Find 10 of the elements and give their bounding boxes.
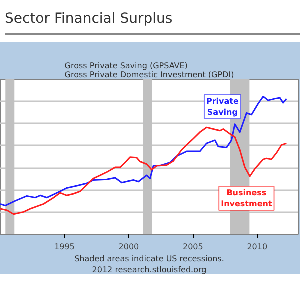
x-tick-label: 2010 bbox=[247, 242, 268, 252]
text: Business Investment bbox=[221, 188, 272, 208]
chart-title: Sector Financial Surplus bbox=[5, 10, 173, 29]
x-tick-label: 2000 bbox=[118, 242, 140, 252]
text: Shaded areas indicate US recessions. bbox=[74, 254, 224, 264]
x-tick-label: 2005 bbox=[182, 242, 204, 252]
series-label: Private Saving bbox=[206, 97, 240, 117]
text: 2012 research.stlouisfed.org bbox=[92, 266, 207, 274]
x-tick-label: 1995 bbox=[54, 242, 75, 252]
chart-subtitle: Gross Private Saving (GPSAVE) Gross Private Domestic Investment (GPDI) bbox=[64, 62, 234, 80]
